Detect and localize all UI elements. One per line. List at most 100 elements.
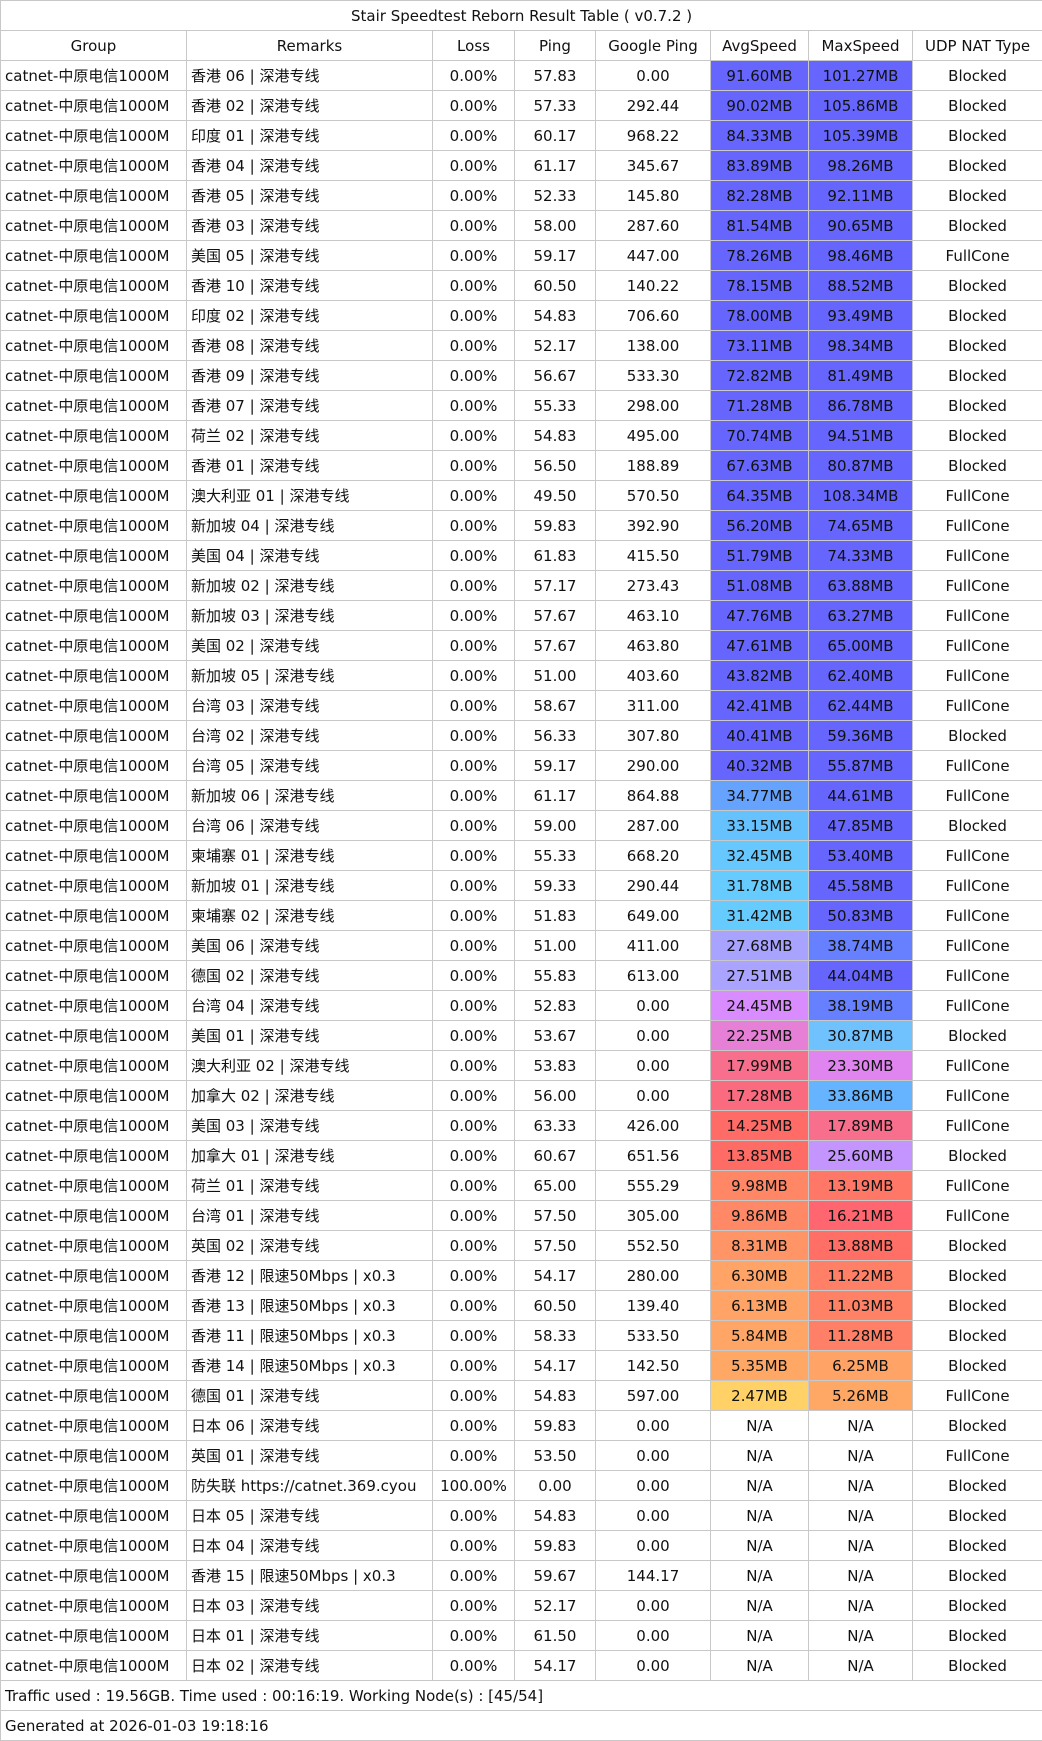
cell-google-ping: 0.00 [596,1501,711,1531]
cell-ping: 51.00 [515,661,596,691]
cell-google-ping: 287.60 [596,211,711,241]
cell-ping: 65.00 [515,1171,596,1201]
cell-udp-nat-type: Blocked [913,1261,1042,1291]
cell-group: catnet-中原电信1000M [1,871,187,901]
cell-google-ping: 411.00 [596,931,711,961]
cell-loss: 0.00% [433,1261,515,1291]
cell-google-ping: 0.00 [596,1081,711,1111]
title-row: Stair Speedtest Reborn Result Table ( v0… [1,1,1042,31]
cell-group: catnet-中原电信1000M [1,601,187,631]
cell-avg-speed: 90.02MB [711,91,809,121]
cell-group: catnet-中原电信1000M [1,1261,187,1291]
cell-loss: 0.00% [433,721,515,751]
cell-ping: 54.83 [515,301,596,331]
cell-udp-nat-type: Blocked [913,271,1042,301]
cell-group: catnet-中原电信1000M [1,781,187,811]
cell-google-ping: 273.43 [596,571,711,601]
cell-ping: 57.17 [515,571,596,601]
cell-avg-speed: 9.98MB [711,1171,809,1201]
cell-udp-nat-type: Blocked [913,61,1042,91]
cell-ping: 58.67 [515,691,596,721]
cell-loss: 0.00% [433,1411,515,1441]
cell-max-speed: 16.21MB [809,1201,913,1231]
cell-google-ping: 0.00 [596,1651,711,1681]
cell-group: catnet-中原电信1000M [1,511,187,541]
cell-group: catnet-中原电信1000M [1,1651,187,1681]
cell-max-speed: 63.88MB [809,571,913,601]
cell-remarks: 荷兰 02 | 深港专线 [187,421,433,451]
cell-avg-speed: N/A [711,1561,809,1591]
cell-ping: 59.17 [515,241,596,271]
cell-max-speed: 74.33MB [809,541,913,571]
cell-ping: 59.83 [515,511,596,541]
cell-avg-speed: 17.99MB [711,1051,809,1081]
cell-remarks: 台湾 03 | 深港专线 [187,691,433,721]
cell-group: catnet-中原电信1000M [1,1591,187,1621]
cell-group: catnet-中原电信1000M [1,241,187,271]
cell-loss: 0.00% [433,1381,515,1411]
cell-remarks: 香港 10 | 深港专线 [187,271,433,301]
cell-udp-nat-type: FullCone [913,931,1042,961]
cell-remarks: 台湾 02 | 深港专线 [187,721,433,751]
cell-group: catnet-中原电信1000M [1,91,187,121]
cell-udp-nat-type: FullCone [913,541,1042,571]
cell-remarks: 美国 05 | 深港专线 [187,241,433,271]
cell-ping: 54.83 [515,1501,596,1531]
cell-avg-speed: 8.31MB [711,1231,809,1261]
cell-group: catnet-中原电信1000M [1,391,187,421]
cell-group: catnet-中原电信1000M [1,1471,187,1501]
cell-loss: 0.00% [433,541,515,571]
header-udp-nat-type: UDP NAT Type [913,31,1042,61]
cell-remarks: 日本 03 | 深港专线 [187,1591,433,1621]
cell-loss: 0.00% [433,661,515,691]
cell-remarks: 新加坡 04 | 深港专线 [187,511,433,541]
cell-max-speed: N/A [809,1501,913,1531]
cell-ping: 54.17 [515,1651,596,1681]
cell-group: catnet-中原电信1000M [1,991,187,1021]
cell-group: catnet-中原电信1000M [1,301,187,331]
cell-remarks: 防失联 https://catnet.369.cyou [187,1471,433,1501]
cell-google-ping: 0.00 [596,1591,711,1621]
cell-ping: 53.50 [515,1441,596,1471]
cell-remarks: 香港 08 | 深港专线 [187,331,433,361]
cell-max-speed: 23.30MB [809,1051,913,1081]
cell-avg-speed: 84.33MB [711,121,809,151]
cell-udp-nat-type: FullCone [913,751,1042,781]
cell-loss: 0.00% [433,391,515,421]
cell-loss: 0.00% [433,571,515,601]
cell-max-speed: 38.74MB [809,931,913,961]
cell-avg-speed: 42.41MB [711,691,809,721]
cell-group: catnet-中原电信1000M [1,1141,187,1171]
cell-google-ping: 290.00 [596,751,711,781]
cell-group: catnet-中原电信1000M [1,271,187,301]
header-group: Group [1,31,187,61]
cell-google-ping: 552.50 [596,1231,711,1261]
cell-remarks: 台湾 04 | 深港专线 [187,991,433,1021]
cell-max-speed: 44.61MB [809,781,913,811]
cell-group: catnet-中原电信1000M [1,211,187,241]
cell-group: catnet-中原电信1000M [1,181,187,211]
cell-ping: 52.17 [515,1591,596,1621]
cell-avg-speed: 5.84MB [711,1321,809,1351]
cell-google-ping: 597.00 [596,1381,711,1411]
cell-ping: 53.83 [515,1051,596,1081]
cell-ping: 56.33 [515,721,596,751]
cell-google-ping: 140.22 [596,271,711,301]
cell-avg-speed: 22.25MB [711,1021,809,1051]
cell-remarks: 美国 04 | 深港专线 [187,541,433,571]
cell-group: catnet-中原电信1000M [1,1051,187,1081]
cell-avg-speed: 14.25MB [711,1111,809,1141]
cell-ping: 56.50 [515,451,596,481]
cell-remarks: 德国 02 | 深港专线 [187,961,433,991]
cell-udp-nat-type: Blocked [913,1351,1042,1381]
cell-loss: 0.00% [433,241,515,271]
cell-max-speed: 55.87MB [809,751,913,781]
